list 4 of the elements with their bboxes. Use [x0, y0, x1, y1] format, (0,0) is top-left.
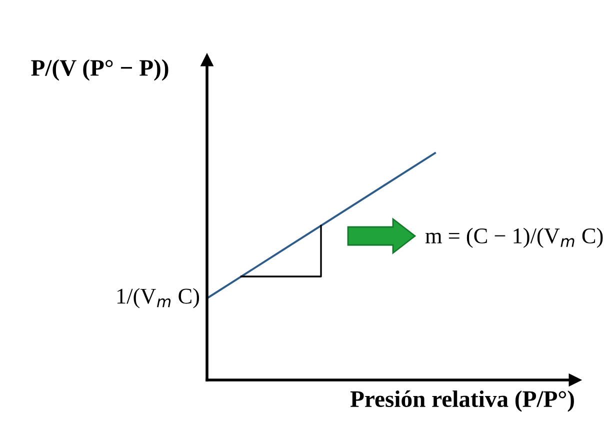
text: 1/(V$_{m}$ C) — [117, 288, 199, 308]
annotation: m = (C − 1)/(V$_{m}$ C) — [425, 228, 603, 248]
y-axis-title: P/(V (P° − P)) — [31, 59, 168, 81]
x-axis-title: Presión relativa (P/P°) — [350, 390, 574, 412]
